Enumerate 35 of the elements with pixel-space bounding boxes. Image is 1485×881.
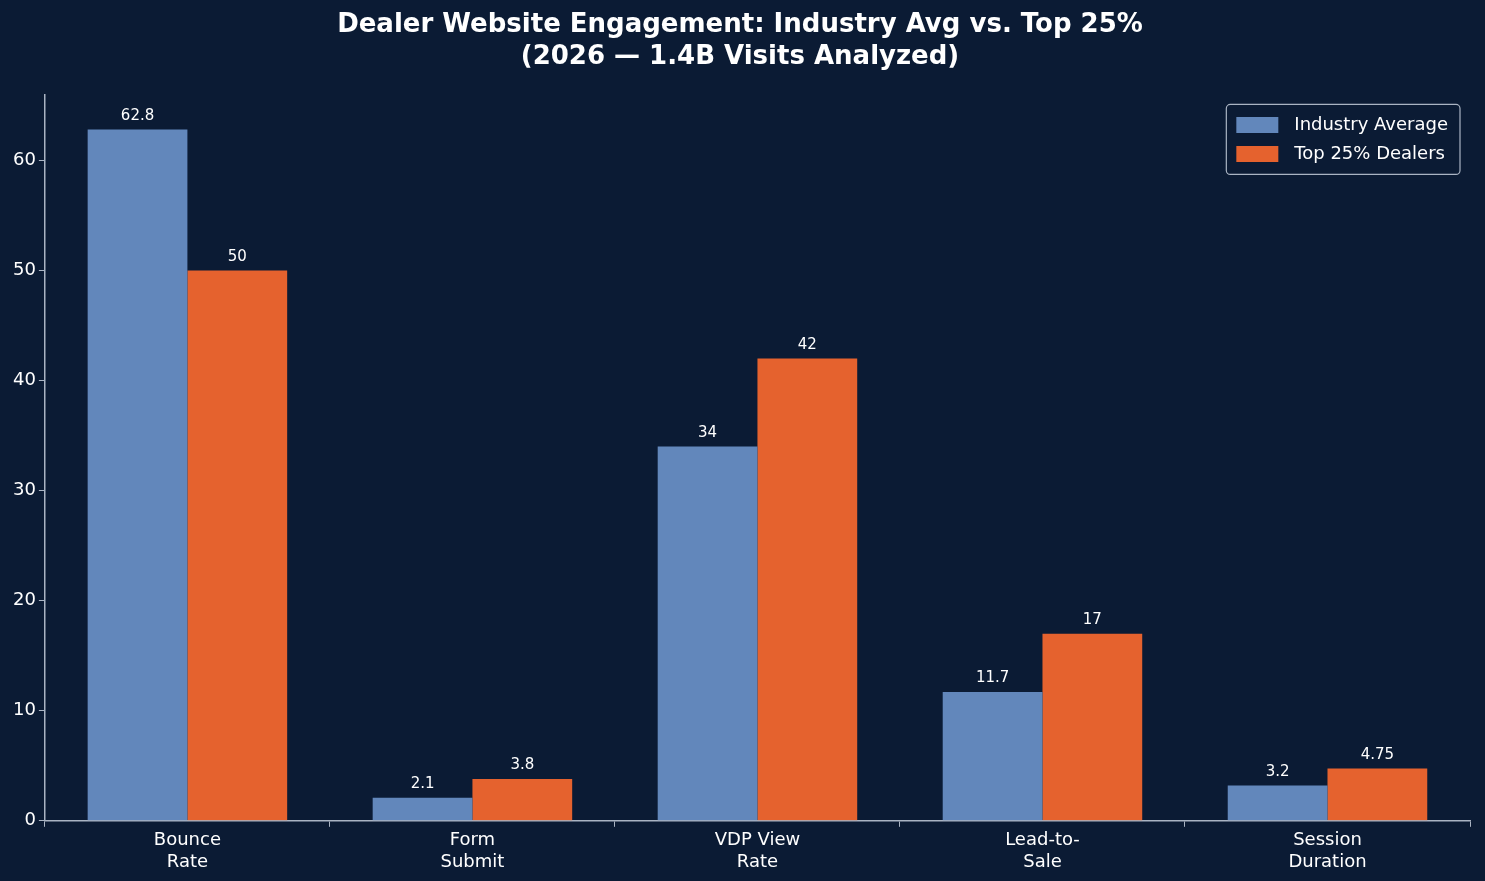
- y-tick-label: 40: [13, 368, 36, 390]
- y-tick-label: 10: [13, 698, 36, 720]
- y-tick-label: 60: [13, 148, 36, 170]
- data-label: 42: [797, 334, 817, 353]
- x-tick-label: Session Duration: [1288, 828, 1367, 871]
- data-label: 2.1: [410, 774, 435, 793]
- y-tick-label: 50: [13, 258, 36, 280]
- bar: [657, 446, 758, 821]
- bar: [942, 692, 1043, 821]
- data-label: 17: [1082, 610, 1102, 629]
- data-label: 11.7: [975, 668, 1010, 687]
- y-tick-label: 0: [24, 808, 36, 830]
- bar: [187, 270, 288, 821]
- data-label: 62.8: [120, 106, 155, 125]
- bar: [1327, 768, 1428, 821]
- bar: [1042, 633, 1143, 821]
- bar: [1227, 785, 1328, 821]
- legend-label: Top 25% Dealers: [1293, 141, 1445, 163]
- data-label: 3.2: [1265, 761, 1290, 780]
- data-label: 34: [698, 422, 718, 441]
- x-tick-label: Bounce Rate: [153, 828, 221, 871]
- x-tick-label: Form Submit: [440, 828, 505, 871]
- bar: [87, 129, 188, 821]
- legend-label: Industry Average: [1294, 112, 1449, 134]
- data-label: 3.8: [510, 755, 535, 774]
- data-label: 4.75: [1360, 744, 1395, 763]
- y-tick-label: 30: [13, 478, 36, 500]
- y-tick-label: 20: [13, 588, 36, 610]
- x-tick-label: Lead-to- Sale: [1005, 828, 1080, 871]
- data-label: 50: [227, 246, 247, 265]
- x-tick-label: VDP View Rate: [714, 828, 801, 871]
- bar: [472, 778, 573, 821]
- bar: [757, 358, 858, 821]
- bar: [372, 797, 473, 821]
- chart-title: Dealer Website Engagement: Industry Avg vs. Top 25% (2026 — 1.4B Visits Analyzed): [337, 8, 1143, 70]
